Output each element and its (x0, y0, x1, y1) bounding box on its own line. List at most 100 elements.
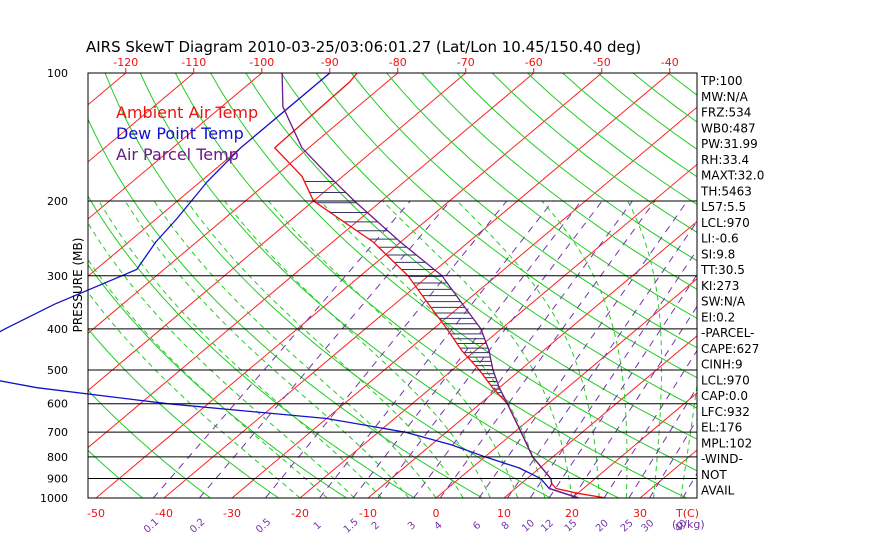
bottom-temp-tick-label: 20 (565, 507, 579, 520)
moist-adiabat-line (98, 200, 382, 498)
pressure-tick-label: 300 (47, 270, 68, 283)
mixing-ratio-tick-label: 15 (563, 518, 580, 535)
dry-adiabat-line (210, 73, 697, 472)
index-entry: -WIND- (701, 452, 743, 466)
x-unit-label: T(C) (675, 507, 699, 520)
mixing-ratio-tick-label: 6 (471, 520, 483, 532)
y-axis-label: PRESSURE (MB) (71, 238, 85, 333)
index-entry: MW:N/A (701, 90, 749, 104)
index-entry: WB0:487 (701, 121, 756, 135)
isotherm-line (435, 278, 697, 498)
isotherm-line (163, 73, 671, 498)
index-entry: SI:9.8 (701, 247, 735, 261)
isotherm-line (571, 392, 697, 498)
pressure-tick-label: 200 (47, 195, 68, 208)
index-entry: MAXT:32.0 (701, 169, 764, 183)
top-temp-tick-label: -110 (181, 56, 206, 69)
mixing-ratio-line (319, 200, 554, 498)
legend: Ambient Air Temp Dew Point Temp Air Parcel… (116, 103, 258, 164)
dew-point-temp-line (0, 72, 579, 499)
pressure-tick-label: 800 (47, 451, 68, 464)
moist-adiabat-line (382, 200, 573, 498)
mixing-ratio-tick-label: 20 (594, 518, 611, 535)
series-lines (0, 72, 607, 499)
index-entry: SW:N/A (701, 295, 746, 309)
dry-adiabat-line (421, 73, 697, 290)
mixing-ratio-line (265, 200, 508, 498)
mixing-ratio-line (439, 200, 656, 498)
index-entry: CAPE:627 (701, 342, 759, 356)
mixing-ratio-tick-label: 30 (640, 518, 657, 535)
moist-adiabat-line (186, 200, 464, 498)
isotherm-line (844, 73, 870, 498)
dry-adiabat-line (88, 328, 279, 498)
bottom-temp-tick-label: 10 (497, 507, 511, 520)
index-entry: NOT (701, 468, 727, 482)
pressure-tick-label: 1000 (40, 492, 68, 505)
top-temp-tick-label: -70 (457, 56, 475, 69)
dry-adiabat-line (88, 449, 143, 498)
index-entry: FRZ:534 (701, 106, 751, 120)
chart-title: AIRS SkewT Diagram 2010-03-25/03:06:01.2… (86, 38, 641, 56)
index-entry: TT:30.5 (700, 263, 745, 277)
bottom-temp-tick-label: -50 (87, 507, 105, 520)
isotherm-line (299, 163, 697, 498)
index-entry: EI:0.2 (701, 310, 735, 324)
legend-entry: Dew Point Temp (116, 124, 244, 143)
moist-adiabat-line (88, 258, 328, 498)
moist-adiabat-line (124, 200, 410, 498)
moist-adiabat-line (88, 222, 355, 498)
index-entry: KI:273 (701, 279, 739, 293)
mixing-ratio-tick-label: 12 (539, 518, 556, 535)
isotherm-line (88, 73, 399, 334)
pressure-tick-labels: 100 200 300 400 500 600 700 800 900 1000 (40, 67, 68, 505)
dry-adiabat-line (456, 73, 697, 262)
dry-adiabat-line (139, 73, 619, 498)
dry-adiabat-line (104, 73, 551, 498)
legend-entry: Air Parcel Temp (116, 145, 239, 164)
index-entry: TH:5463 (700, 184, 752, 198)
mixing-ratio-line (413, 200, 633, 498)
dry-adiabat-line (491, 73, 697, 233)
bottom-temp-tick-label: 0 (433, 507, 440, 520)
top-temp-tick-label: -100 (249, 56, 274, 69)
top-temp-tick-label: -80 (389, 56, 407, 69)
mixing-ratio-tick-label: 2 (370, 520, 382, 532)
plot-frame (87, 72, 698, 499)
mixing-ratio-line (199, 200, 451, 498)
dry-adiabat-line (386, 73, 697, 319)
isotherm-line (95, 73, 603, 498)
index-entry: LFC:932 (701, 405, 750, 419)
isotherm-line (88, 73, 195, 163)
index-entry: L57:5.5 (701, 200, 746, 214)
pressure-tick-label: 700 (47, 426, 68, 439)
index-entry: TP:100 (700, 74, 743, 88)
mixing-ratio-tick-label: 0.5 (254, 517, 273, 536)
isotherm-line (367, 220, 697, 498)
mixing-ratio-tick-label: 10 (520, 518, 537, 535)
dry-adiabat-line (351, 73, 697, 349)
isotherm-line (88, 73, 535, 449)
moist-adiabat-line (153, 200, 437, 498)
index-entry: CAP:0.0 (701, 389, 748, 403)
moist-adiabat-line (456, 200, 600, 498)
index-entry: CINH:9 (701, 358, 743, 372)
pressure-tick-label: 900 (47, 473, 68, 486)
dry-adiabat-line (667, 73, 697, 96)
top-temp-tick-label: -40 (661, 56, 679, 69)
moist-adiabat-line (268, 200, 519, 498)
mixing-ratio-tick-label: 3 (406, 520, 418, 532)
bottom-temp-tick-label: -40 (155, 507, 173, 520)
mixing-ratio-line (152, 200, 411, 498)
index-entry: LI:-0.6 (701, 232, 739, 246)
pressure-tick-label: 400 (47, 323, 68, 336)
mixing-unit-label: (g/kg) (672, 518, 705, 531)
isotherm-line (503, 335, 697, 498)
top-temp-tick-label: -120 (113, 56, 138, 69)
bottom-temp-tick-label: -20 (291, 507, 309, 520)
dry-adiabat-line (0, 73, 7, 498)
mixing-ratio-line (478, 200, 688, 498)
mixing-ratio-tick-label: 25 (619, 518, 636, 535)
